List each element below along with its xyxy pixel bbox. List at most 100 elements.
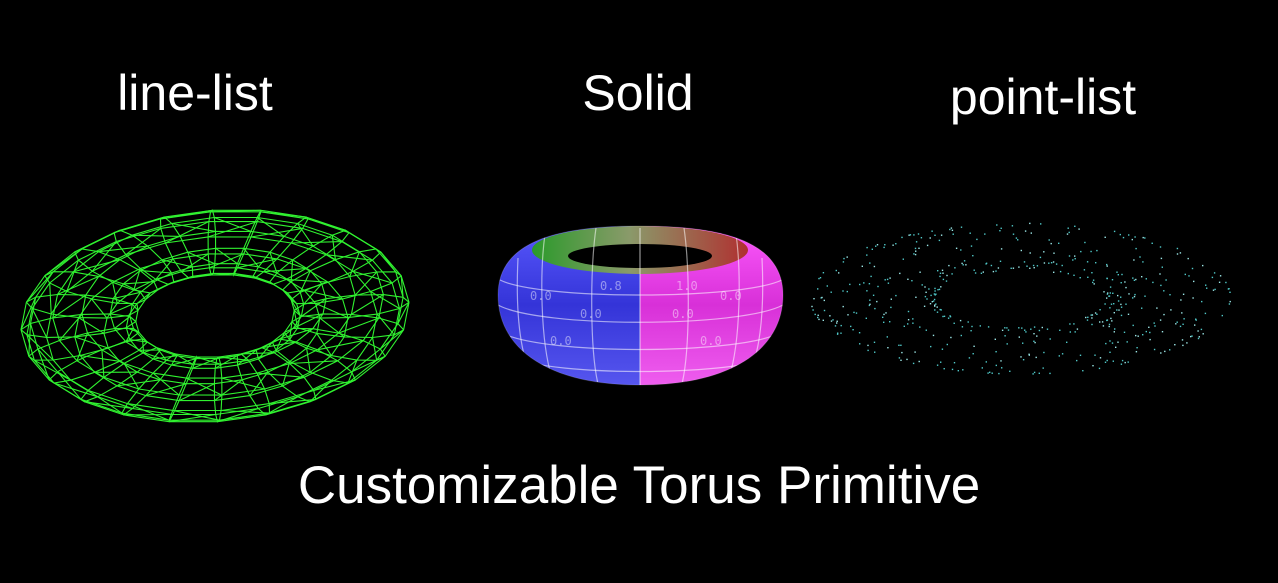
point	[1169, 349, 1171, 351]
point	[1123, 331, 1126, 333]
point	[1106, 297, 1108, 299]
point	[812, 309, 814, 311]
point	[931, 230, 933, 232]
point	[1106, 277, 1108, 280]
wire-diagonal	[400, 275, 404, 298]
point	[942, 278, 945, 281]
point	[913, 253, 915, 255]
point	[1024, 329, 1026, 331]
wire-diagonal	[145, 292, 151, 300]
point	[1120, 303, 1122, 306]
point	[984, 233, 986, 235]
point	[921, 284, 923, 286]
point	[1228, 303, 1231, 305]
wire-diagonal	[126, 327, 140, 333]
svg-text:0.0: 0.0	[530, 289, 552, 303]
point	[1012, 233, 1015, 235]
point	[818, 318, 820, 321]
wire-diagonal	[233, 272, 256, 279]
wire-diagonal	[25, 271, 54, 303]
point	[866, 290, 868, 292]
point	[1033, 326, 1036, 328]
wire-diagonal	[319, 317, 345, 338]
wire-diagonal	[125, 227, 162, 256]
wire-diagonal	[57, 275, 99, 296]
point	[925, 291, 927, 293]
point	[1108, 295, 1111, 297]
point	[822, 319, 824, 321]
point	[934, 309, 936, 311]
point	[946, 343, 948, 346]
point	[889, 277, 891, 279]
point	[1035, 356, 1037, 359]
point	[949, 315, 951, 317]
point	[909, 234, 912, 236]
wire-diagonal	[263, 268, 306, 273]
point	[1193, 280, 1195, 283]
solid-torus: 0.0 0.0 0.0 0.0 0.0 0.0 0.8 1.0	[497, 225, 784, 386]
point	[1096, 249, 1098, 252]
point	[1087, 316, 1089, 318]
point	[979, 325, 981, 327]
wire-diagonal	[237, 349, 257, 366]
point	[963, 260, 966, 262]
point	[1151, 242, 1153, 244]
point	[1009, 370, 1011, 372]
wire-diagonal	[160, 209, 213, 220]
point	[1000, 360, 1002, 362]
point	[929, 303, 932, 305]
wire-diagonal	[351, 355, 386, 373]
point	[948, 264, 950, 267]
point	[875, 245, 877, 247]
point	[1085, 316, 1087, 319]
point	[859, 343, 861, 345]
point	[1069, 331, 1071, 333]
point	[1012, 267, 1015, 269]
point	[1114, 328, 1116, 330]
point	[1120, 314, 1123, 317]
point	[1112, 360, 1114, 362]
point	[1032, 373, 1034, 375]
point	[1017, 239, 1019, 241]
point	[1090, 314, 1092, 316]
wire-diagonal	[313, 379, 356, 392]
wire-ring	[44, 271, 147, 305]
point	[1163, 313, 1165, 316]
wire-diagonal	[26, 334, 54, 361]
point	[874, 351, 876, 353]
point	[1006, 343, 1008, 345]
point	[887, 282, 890, 284]
point	[1153, 322, 1155, 324]
point	[934, 290, 936, 292]
point	[1092, 281, 1094, 284]
point	[981, 367, 983, 369]
point	[850, 325, 852, 328]
point	[1010, 267, 1012, 269]
point	[1103, 291, 1105, 293]
point	[1169, 294, 1171, 296]
point	[1018, 336, 1020, 338]
svg-text:0.0: 0.0	[720, 289, 742, 303]
wire-diagonal	[101, 349, 105, 378]
point	[858, 332, 861, 334]
point	[1135, 351, 1138, 353]
point	[1156, 307, 1158, 309]
point	[819, 277, 822, 279]
point	[999, 260, 1002, 262]
wire-diagonal	[173, 277, 189, 283]
point	[1141, 307, 1143, 309]
point	[840, 332, 842, 334]
wire-diagonal	[269, 252, 278, 274]
point	[1127, 313, 1130, 315]
point	[890, 306, 892, 309]
point	[1111, 342, 1114, 344]
point	[933, 298, 936, 301]
point	[886, 278, 889, 281]
point	[1133, 279, 1136, 281]
point	[1048, 239, 1050, 241]
point	[924, 286, 926, 288]
wire-diagonal	[113, 291, 141, 300]
point	[1159, 246, 1162, 248]
point	[1132, 297, 1134, 299]
point	[1041, 326, 1043, 329]
